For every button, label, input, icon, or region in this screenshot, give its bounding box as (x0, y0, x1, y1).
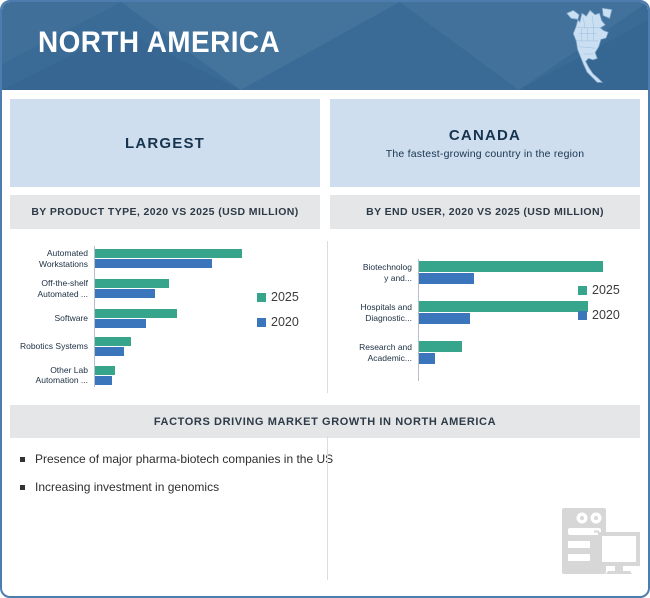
category-label: Off-the-shelf Automated ... (37, 278, 88, 299)
bar-group (94, 336, 131, 356)
highlight-box-largest: LARGEST (10, 99, 320, 187)
bar-group (418, 261, 603, 284)
legend-item: 2025 (257, 290, 299, 304)
legend-item: 2020 (578, 308, 620, 322)
category-label: Other Lab Automation ... (35, 364, 88, 386)
bullet-item: Increasing investment in genomics (20, 480, 648, 494)
legend-label: 2025 (271, 290, 299, 304)
bar-group (94, 308, 177, 328)
category-label: Hospitals and Diagnostic... (360, 301, 412, 323)
bar-2025 (418, 341, 462, 352)
legend-item: 2025 (578, 283, 620, 297)
category-label: Automated Workstations (39, 248, 88, 269)
legend-swatch-2020 (257, 317, 266, 327)
header-banner: NORTH AMERICA (2, 2, 648, 90)
chart-row: Research and Academic... (332, 341, 640, 364)
bar-2020 (94, 289, 155, 299)
legend-swatch-2020 (578, 310, 587, 320)
legend-item: 2020 (257, 315, 299, 329)
chart-header-product-type: BY PRODUCT TYPE, 2020 VS 2025 (USD MILLI… (10, 195, 320, 229)
bar-2020 (94, 259, 212, 269)
bar-2025 (418, 301, 588, 312)
legend-label: 2020 (592, 308, 620, 322)
highlight-box-canada: CANADA The fastest-growing country in th… (330, 99, 640, 187)
bar-2025 (94, 279, 169, 289)
bar-2020 (94, 375, 112, 385)
bar-2020 (94, 346, 124, 356)
legend-label: 2025 (592, 283, 620, 297)
bar-2025 (94, 336, 131, 346)
legend-swatch-2025 (257, 292, 266, 302)
bar-2020 (418, 273, 474, 284)
chart-row: Hospitals and Diagnostic... (332, 301, 640, 324)
legend-label: 2020 (271, 315, 299, 329)
chart-row: Biotechnolog y and... (332, 261, 640, 284)
factors-bullet-list: Presence of major pharma-biotech compani… (20, 452, 648, 494)
north-america-map-icon (554, 6, 626, 86)
largest-label: LARGEST (124, 134, 206, 152)
category-label: Robotics Systems (19, 340, 88, 351)
bar-group (94, 279, 169, 299)
chart-row: Other Lab Automation ... (10, 365, 327, 386)
category-label: Research and Academic... (359, 341, 412, 363)
chart-row: Off-the-shelf Automated ... (10, 278, 327, 299)
bar-group (94, 365, 115, 385)
canada-subtitle: The fastest-growing country in the regio… (385, 147, 585, 160)
category-label: Biotechnolog y and... (362, 261, 412, 283)
bar-2020 (418, 313, 470, 324)
charts-row: Automated Workstations Off-the-shelf Auto… (10, 233, 640, 395)
bar-2020 (94, 318, 146, 328)
legend-swatch-2025 (578, 285, 587, 295)
chart-headers-row: BY PRODUCT TYPE, 2020 VS 2025 (USD MILLI… (10, 195, 640, 229)
bar-group (418, 341, 462, 364)
chart-row: Automated Workstations (10, 248, 327, 269)
legend: 2025 2020 (578, 283, 620, 322)
bar-2020 (418, 353, 435, 364)
bullet-item: Presence of major pharma-biotech compani… (20, 452, 648, 466)
bar-2025 (94, 249, 242, 259)
column-divider (327, 241, 328, 393)
bar-2025 (94, 365, 115, 375)
chart-row: Robotics Systems (10, 336, 327, 356)
column-divider-lower (327, 436, 328, 580)
bar-group (418, 301, 588, 324)
category-label: Software (54, 312, 88, 323)
bar-group (94, 249, 242, 269)
factors-header: FACTORS DRIVING MARKET GROWTH IN NORTH A… (10, 405, 640, 438)
page-title: NORTH AMERICA (38, 26, 281, 59)
chart-header-end-user: BY END USER, 2020 VS 2025 (USD MILLION) (330, 195, 640, 229)
end-user-bar-chart: Biotechnolog y and... Hospitals and Diagn… (328, 233, 640, 395)
canada-label: CANADA (448, 126, 522, 144)
highlight-boxes-row: LARGEST CANADA The fastest-growing count… (10, 99, 640, 187)
chart-row: Software (10, 308, 327, 328)
product-type-bar-chart: Automated Workstations Off-the-shelf Auto… (10, 233, 327, 395)
legend: 2025 2020 (257, 290, 299, 329)
lab-workstation-icon (540, 508, 640, 580)
bar-2025 (418, 261, 603, 272)
bar-2025 (94, 308, 177, 318)
